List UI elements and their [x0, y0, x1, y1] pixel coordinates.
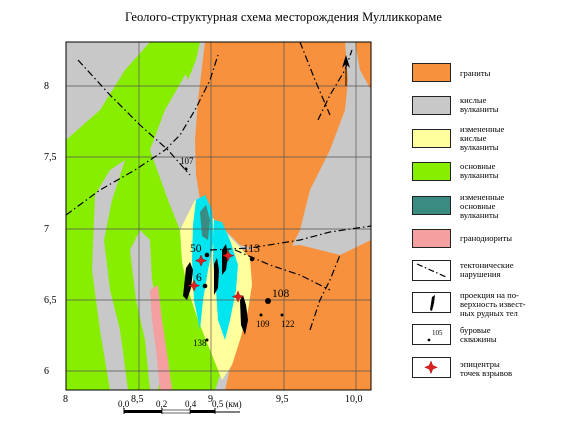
- x-tick: 8,5: [131, 394, 144, 405]
- ore-bodies: [183, 244, 248, 335]
- point-label-113: 113: [243, 243, 260, 255]
- explosion-points: [202, 252, 271, 304]
- legend-swatch-altered-basic: [412, 196, 451, 215]
- scale-label: 0,0: [118, 399, 130, 409]
- scale-label: 0,2: [156, 399, 167, 409]
- y-tick: 7: [44, 224, 49, 235]
- x-axis: 8 8,5 9 9,5 10,0: [63, 394, 363, 405]
- legend-symbol-faults: [412, 260, 451, 281]
- borehole-label-109: 109: [256, 319, 270, 329]
- granite-area: [355, 42, 371, 90]
- legend-label-basic-volcanics: основные вулканиты: [460, 161, 499, 180]
- point-label-50: 50: [190, 243, 202, 255]
- map-frame: [65, 41, 372, 391]
- legend-swatch-acid-volcanics: [412, 96, 451, 115]
- legend-label-altered-acid: измененные кислые вулканиты: [460, 124, 505, 152]
- legend-label-acid-volcanics: кислые вулканиты: [460, 95, 499, 114]
- borehole-label-107: 107: [180, 156, 194, 166]
- cyan-zone: [213, 220, 238, 340]
- acid-volcanics-strip: [92, 160, 128, 390]
- altered-basic-volcanics-area: [200, 205, 210, 240]
- legend-label-ore: проекция на по- верхность извест- ных ру…: [460, 290, 526, 318]
- legend-well-number: 105: [432, 329, 443, 337]
- legend-label-epicenters: эпицентры точек взрывов: [460, 359, 513, 378]
- ore-body-icon: [430, 295, 435, 311]
- legend-swatch-granite: [412, 63, 451, 82]
- basic-volcanics-area: [165, 42, 200, 80]
- legend-swatch-granodiorite: [412, 229, 451, 248]
- legend-label-faults: тектонические нарушения: [460, 260, 514, 279]
- point-label-6: 6: [196, 272, 202, 284]
- borehole-label-138: 138: [193, 338, 207, 348]
- y-tick: 7,5: [44, 152, 57, 163]
- legend-symbol-epicenters: [412, 357, 451, 378]
- north-arrow: [342, 55, 350, 86]
- legend-swatch-basic-volcanics: [412, 162, 451, 181]
- y-tick: 6: [44, 366, 49, 377]
- boreholes: [184, 167, 284, 342]
- borehole-label-122: 122: [281, 319, 295, 329]
- legend-label-granite: граниты: [460, 68, 491, 78]
- legend-label-altered-basic: измененные основные вулканиты: [460, 192, 505, 220]
- granodiorite-area: [150, 285, 172, 390]
- x-tick: 9: [208, 394, 213, 405]
- map-title: Геолого-структурная схема месторождения …: [124, 10, 443, 24]
- legend-swatch-altered-acid: [412, 129, 451, 148]
- y-tick: 8: [44, 81, 49, 92]
- legend-symbol-wells: 105: [412, 324, 451, 345]
- x-tick: 9,5: [276, 394, 289, 405]
- scale-label: 0,5 (км): [212, 399, 242, 409]
- x-tick: 10,0: [345, 394, 363, 405]
- y-axis: 8 7,5 7 6,5 6: [44, 81, 57, 377]
- map-area: [66, 42, 371, 390]
- fault-symbol-icon: [416, 263, 447, 278]
- granite-area: [195, 42, 348, 250]
- point-label-108: 108: [272, 288, 290, 300]
- borehole-icon: 105: [427, 329, 443, 342]
- scale-label: 0,4: [185, 399, 197, 409]
- scale-bar: 0,0 0,2 0,4 0,5 (км): [118, 399, 242, 414]
- legend-label-granodiorite: гранодиориты: [460, 233, 512, 243]
- epicenter-icon: [424, 360, 438, 375]
- granite-area: [225, 240, 371, 390]
- x-tick: 8: [63, 394, 68, 405]
- epicenters: [187, 249, 245, 303]
- y-tick: 6,5: [44, 295, 57, 306]
- legend-label-wells: буровые скважины: [460, 325, 497, 344]
- legend-symbol-ore: [412, 292, 451, 313]
